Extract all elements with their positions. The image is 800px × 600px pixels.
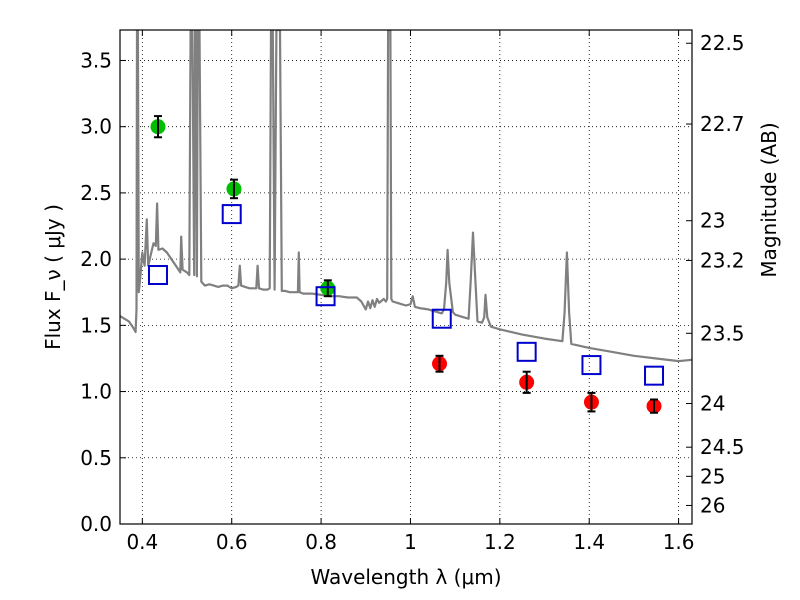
y2-tick-label: 25: [700, 464, 725, 488]
y2-tick-label: 23.2: [700, 248, 745, 272]
x-tick-label: 1.2: [484, 530, 516, 554]
y-tick-label: 2.5: [80, 181, 112, 205]
y-tick-label: 3.0: [80, 115, 112, 139]
y2-tick-label: 22.7: [700, 112, 745, 136]
model-square-marker: [431, 308, 452, 329]
model-square-marker: [315, 286, 336, 307]
y2-tick-label: 23: [700, 209, 725, 233]
x-tick-label: 0.8: [305, 530, 337, 554]
tick-labels: 0.4 0.6 0.8 1 1.2 1.4 1.6 0.0 0.5 1.0 1.5 2.0 2.5 3.0…: [80, 31, 744, 554]
model-square-marker: [147, 265, 168, 286]
y2-tick-label: 24: [700, 391, 725, 415]
x-tick-label: 1.6: [663, 530, 695, 554]
x-tick-label: 1: [404, 530, 417, 554]
grid-lines: [120, 30, 692, 525]
y-tick-label: 3.5: [80, 48, 112, 72]
y-tick-label: 0.5: [80, 446, 112, 470]
x-tick-label: 1.4: [573, 530, 605, 554]
y-tick-label: 0.0: [80, 512, 112, 536]
tick-marks: [120, 30, 692, 525]
x-axis-label: Wavelength λ (μm): [310, 565, 501, 589]
y2-tick-label: 24.5: [700, 435, 745, 459]
plot-area: [120, 30, 692, 414]
x-tick-label: 0.4: [126, 530, 158, 554]
y2-tick-label: 22.5: [700, 31, 745, 55]
axes-frame: [119, 29, 693, 525]
model-square-marker: [221, 204, 242, 225]
x-tick-label: 0.6: [216, 530, 248, 554]
model-square-marker: [516, 341, 537, 362]
model-square-marker: [581, 355, 602, 376]
y-tick-label: 1.5: [80, 313, 112, 337]
y-tick-label: 2.0: [80, 247, 112, 271]
spectrum-line: [120, 30, 692, 363]
y-tick-label: 1.0: [80, 380, 112, 404]
model-square-marker: [644, 365, 665, 386]
right-axis-label: Magnitude (AB): [757, 122, 781, 277]
y2-tick-label: 26: [700, 493, 725, 517]
y2-tick-label: 23.5: [700, 321, 745, 345]
y-axis-label: Flux F_ν ( μJy ): [41, 204, 65, 350]
